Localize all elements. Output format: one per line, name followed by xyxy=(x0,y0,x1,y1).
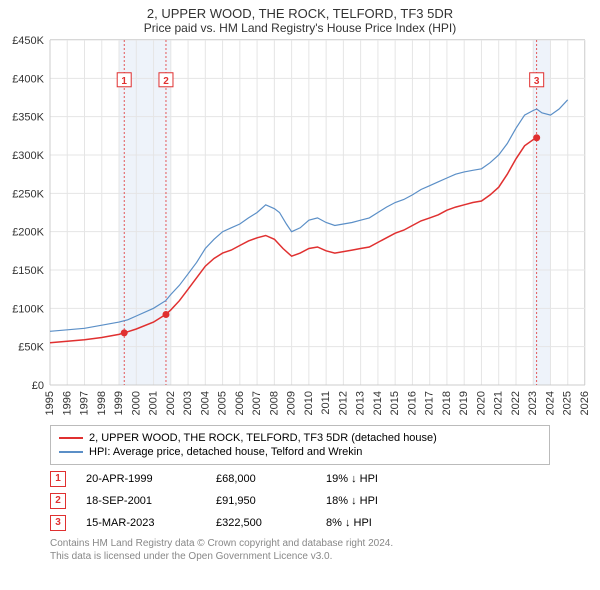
sale-marker-dot xyxy=(162,311,169,318)
legend-row: HPI: Average price, detached house, Telf… xyxy=(59,446,541,458)
x-axis-label: 2016 xyxy=(406,391,418,415)
y-axis-label: £450K xyxy=(12,35,44,47)
sale-marker-dot xyxy=(533,134,540,141)
event-date: 15-MAR-2023 xyxy=(86,517,196,529)
x-axis-label: 2001 xyxy=(148,391,160,415)
legend-box: 2, UPPER WOOD, THE ROCK, TELFORD, TF3 5D… xyxy=(50,425,550,465)
x-axis-label: 2010 xyxy=(303,391,315,415)
x-axis-label: 2026 xyxy=(579,391,591,415)
x-axis-label: 2017 xyxy=(424,391,436,415)
event-delta: 8% ↓ HPI xyxy=(326,517,372,529)
y-axis-label: £100K xyxy=(12,303,44,315)
event-row: 2 18-SEP-2001 £91,950 18% ↓ HPI xyxy=(50,493,550,509)
events-table: 1 20-APR-1999 £68,000 19% ↓ HPI 2 18-SEP-2001… xyxy=(50,471,550,531)
x-axis-label: 2015 xyxy=(389,391,401,415)
chart-title: 2, UPPER WOOD, THE ROCK, TELFORD, TF3 5D… xyxy=(0,0,600,21)
y-axis-label: £250K xyxy=(12,188,44,200)
x-axis-label: 2011 xyxy=(320,391,332,415)
x-axis-label: 2019 xyxy=(458,391,470,415)
event-date: 18-SEP-2001 xyxy=(86,495,196,507)
y-axis-label: £200K xyxy=(12,227,44,239)
event-marker-box: 2 xyxy=(50,493,66,509)
event-row: 3 15-MAR-2023 £322,500 8% ↓ HPI xyxy=(50,515,550,531)
legend-label: HPI: Average price, detached house, Telf… xyxy=(89,446,362,458)
y-axis-label: £400K xyxy=(12,73,44,85)
x-axis-label: 2007 xyxy=(251,391,263,415)
event-delta: 19% ↓ HPI xyxy=(326,473,378,485)
x-axis-label: 2025 xyxy=(562,391,574,415)
sale-marker-number: 2 xyxy=(163,76,169,87)
x-axis-label: 2022 xyxy=(510,391,522,415)
sale-marker-number: 1 xyxy=(121,76,127,87)
x-axis-label: 2009 xyxy=(286,391,298,415)
x-axis-label: 1997 xyxy=(79,391,91,415)
x-axis-label: 2008 xyxy=(268,391,280,415)
sale-marker-number: 3 xyxy=(534,76,540,87)
event-price: £322,500 xyxy=(216,517,306,529)
legend-swatch xyxy=(59,451,83,453)
chart-svg: £0£50K£100K£150K£200K£250K£300K£350K£400… xyxy=(50,40,585,385)
footer-line-1: Contains HM Land Registry data © Crown c… xyxy=(50,537,550,550)
x-axis-label: 2014 xyxy=(372,391,384,415)
legend-swatch xyxy=(59,437,83,439)
x-axis-label: 2006 xyxy=(234,391,246,415)
x-axis-label: 2023 xyxy=(527,391,539,415)
x-axis-label: 2003 xyxy=(182,391,194,415)
x-axis-label: 1998 xyxy=(96,391,108,415)
sale-marker-dot xyxy=(121,329,128,336)
chart-area: £0£50K£100K£150K£200K£250K£300K£350K£400… xyxy=(50,39,585,385)
x-axis-label: 2024 xyxy=(544,391,556,415)
y-axis-label: £300K xyxy=(12,150,44,162)
y-axis-label: £350K xyxy=(12,112,44,124)
x-axis-label: 2004 xyxy=(199,391,211,415)
event-marker-box: 1 xyxy=(50,471,66,487)
x-axis-label: 2021 xyxy=(493,391,505,415)
x-axis-label: 2018 xyxy=(441,391,453,415)
highlight-band xyxy=(533,40,550,385)
event-marker-box: 3 xyxy=(50,515,66,531)
x-axis-label: 1996 xyxy=(61,391,73,415)
x-axis-label: 2013 xyxy=(355,391,367,415)
y-axis-label: £150K xyxy=(12,265,44,277)
legend-row: 2, UPPER WOOD, THE ROCK, TELFORD, TF3 5D… xyxy=(59,432,541,444)
event-price: £91,950 xyxy=(216,495,306,507)
x-axis-label: 2005 xyxy=(217,391,229,415)
xaxis-svg: 1995199619971998199920002001200220032004… xyxy=(50,385,585,419)
page-root: 2, UPPER WOOD, THE ROCK, TELFORD, TF3 5D… xyxy=(0,0,600,590)
footer: Contains HM Land Registry data © Crown c… xyxy=(50,537,550,563)
y-axis-label: £0 xyxy=(32,380,44,392)
x-axis-label: 2000 xyxy=(130,391,142,415)
event-date: 20-APR-1999 xyxy=(86,473,196,485)
x-axis-label: 2002 xyxy=(165,391,177,415)
event-delta: 18% ↓ HPI xyxy=(326,495,378,507)
event-price: £68,000 xyxy=(216,473,306,485)
chart-subtitle: Price paid vs. HM Land Registry's House … xyxy=(0,21,600,39)
x-axis-label: 1999 xyxy=(113,391,125,415)
y-axis-label: £50K xyxy=(18,342,44,354)
footer-line-2: This data is licensed under the Open Gov… xyxy=(50,550,550,563)
x-axis-label: 2020 xyxy=(475,391,487,415)
x-axis-label: 1995 xyxy=(44,391,56,415)
legend-label: 2, UPPER WOOD, THE ROCK, TELFORD, TF3 5D… xyxy=(89,432,437,444)
x-axis-label: 2012 xyxy=(337,391,349,415)
event-row: 1 20-APR-1999 £68,000 19% ↓ HPI xyxy=(50,471,550,487)
